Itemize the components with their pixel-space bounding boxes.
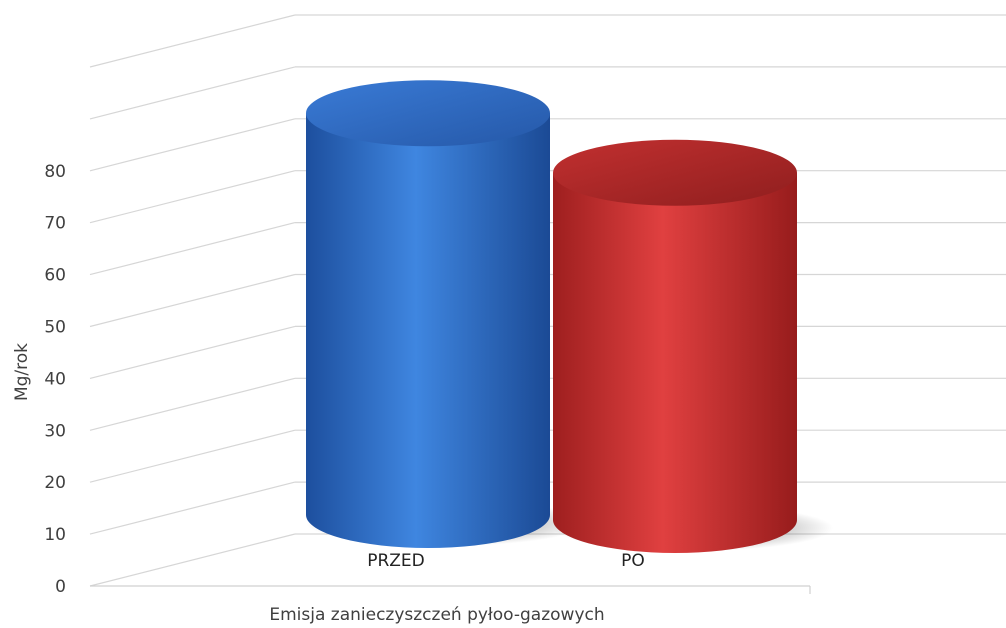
gridline-side [89, 533, 296, 587]
y-tick-label: 10 [44, 525, 66, 545]
gridline-side [89, 222, 296, 276]
gridline-side [89, 377, 296, 431]
gridline-side [89, 273, 296, 328]
bar-top [553, 139, 797, 206]
bar-przed [306, 80, 586, 548]
gridline-side [89, 481, 296, 535]
y-axis-ticks: 0 10 20 30 40 50 60 70 80 [44, 162, 66, 597]
y-tick-label: 20 [44, 473, 66, 493]
gridline-side [89, 325, 296, 379]
bar-body [553, 172, 797, 553]
category-label: PRZED [367, 551, 425, 571]
gridline-side [89, 429, 296, 483]
gridline-side [89, 118, 296, 172]
gridline-side [89, 66, 296, 120]
y-axis-title: Mg/rok [12, 343, 32, 401]
x-axis-title: Emisja zanieczyszczeń pyłoo-gazowych [269, 605, 604, 625]
y-tick-label: 40 [44, 369, 66, 389]
gridline-side [89, 170, 296, 224]
y-tick-label: 60 [44, 266, 66, 286]
gridline-side [89, 14, 296, 68]
chart-walls [90, 585, 811, 594]
category-label: PO [621, 551, 645, 571]
y-tick-label: 50 [44, 318, 66, 338]
bar-body [306, 113, 550, 548]
y-tick-label: 70 [44, 214, 66, 234]
bar-po [553, 139, 833, 553]
y-tick-label: 30 [44, 421, 66, 441]
x-axis-categories: PRZED PO [367, 551, 645, 571]
y-tick-label: 80 [44, 162, 66, 182]
y-tick-label: 0 [55, 577, 66, 597]
bar-top [306, 80, 550, 147]
bars [306, 80, 833, 553]
